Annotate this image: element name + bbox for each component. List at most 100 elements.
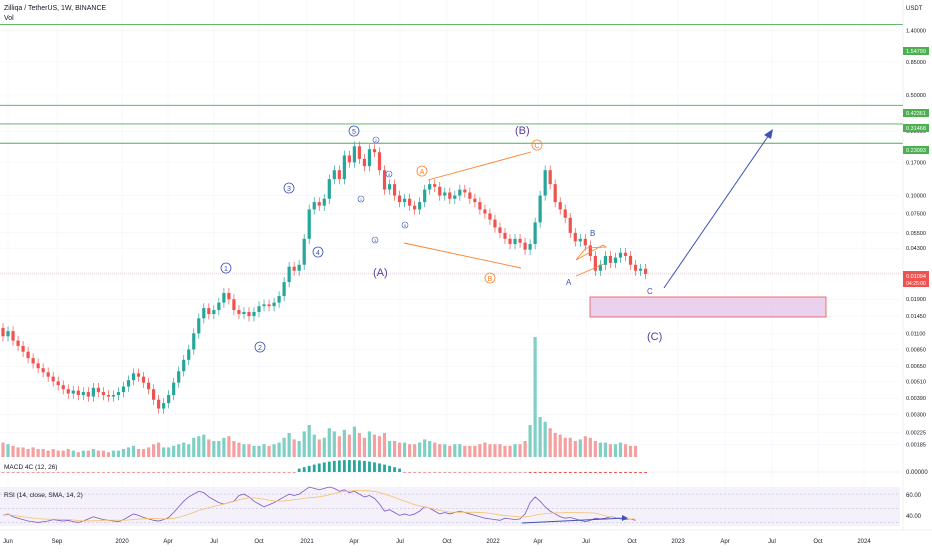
volume-bar: [1, 442, 5, 457]
macd-bar: [538, 472, 542, 473]
wave-label-A-big: (A): [373, 267, 388, 279]
candle-body: [126, 380, 131, 387]
time-tick-label: 2024: [857, 539, 871, 545]
volume-bar: [433, 442, 437, 457]
price-tick-label: 0.00390: [906, 396, 926, 402]
candle-body: [538, 195, 542, 223]
macd-bar: [438, 472, 442, 473]
candle-body: [6, 331, 10, 337]
macd-bar: [332, 460, 336, 472]
volume-bar: [463, 445, 467, 457]
volume-bar: [197, 436, 201, 457]
volume-bar: [56, 450, 60, 457]
macd-bar: [31, 472, 35, 473]
candle-body: [277, 296, 281, 303]
candle-body: [342, 155, 346, 180]
time-tick-label: Jul: [210, 539, 218, 545]
volume-bar: [111, 450, 116, 457]
volume-bar: [342, 429, 346, 457]
wave-circle-3: 3: [283, 182, 295, 194]
macd-bar: [127, 472, 130, 473]
volume-bar: [292, 439, 296, 457]
price-tick-label: 0.00650: [906, 364, 926, 370]
volume-bar: [553, 433, 557, 457]
macd-zero-tick: 0.00000: [906, 470, 928, 476]
candle-body: [16, 340, 20, 346]
candle-body: [212, 309, 216, 315]
macd-bar: [152, 472, 155, 473]
price-tick-label: 0.07500: [906, 211, 926, 217]
macd-bar: [36, 472, 40, 473]
volume-label: Vol: [4, 15, 14, 22]
macd-bar: [342, 460, 346, 472]
wave-circle-orange-A: A: [416, 165, 428, 177]
macd-bar: [312, 464, 316, 472]
currency-label: USDT: [906, 6, 923, 12]
volume-bar: [222, 437, 226, 457]
volume-bar: [372, 434, 377, 457]
macd-bar: [182, 472, 186, 473]
volume-bar: [267, 445, 271, 457]
volume-bar: [458, 444, 462, 457]
rsi-background: [0, 487, 900, 526]
time-tick-label: Apr: [720, 539, 729, 545]
macd-bar: [528, 472, 532, 473]
candle-body: [352, 146, 356, 163]
candle-body: [443, 192, 447, 196]
volume-bar: [41, 449, 45, 457]
macd-bar: [614, 472, 617, 473]
volume-bar: [277, 442, 281, 457]
macd-bar: [212, 472, 216, 473]
macd-bar: [177, 472, 181, 473]
macd-pane: [0, 460, 900, 473]
wave-label-C-big: (C): [647, 331, 662, 343]
wave-circle-1: 1: [220, 262, 232, 274]
time-tick-label: Jun: [3, 539, 13, 545]
macd-bar: [147, 472, 150, 473]
macd-bar: [363, 460, 366, 472]
level-tag-3: 0.31468: [903, 124, 929, 132]
volume-bar: [282, 437, 286, 457]
macd-bar: [337, 460, 341, 472]
candle-body: [312, 202, 316, 210]
volume-bar: [141, 449, 146, 457]
macd-bar: [347, 460, 351, 472]
macd-bar: [267, 472, 271, 473]
candle-body: [558, 202, 562, 210]
volume-bar: [508, 445, 512, 457]
macd-bar: [81, 472, 85, 473]
volume-bar: [403, 442, 407, 457]
candle-body: [91, 387, 95, 397]
time-tick-label: Jul: [582, 539, 590, 545]
candle-body: [41, 368, 45, 373]
macd-bar: [272, 472, 276, 473]
macd-bar: [122, 472, 125, 473]
candle-body: [131, 373, 136, 381]
volume-bar: [46, 450, 50, 457]
macd-bar: [453, 472, 457, 473]
volume-bar: [247, 444, 251, 457]
macd-bar: [518, 472, 522, 473]
wave-label-B-small: B: [590, 229, 595, 238]
candle-body: [523, 242, 527, 250]
candle-body: [598, 264, 602, 271]
volume-bar: [443, 444, 447, 457]
macd-bar: [448, 472, 452, 473]
rsi-tick-40: 40.00: [906, 514, 922, 520]
volume-bar: [192, 437, 196, 457]
volume-bar: [66, 449, 70, 457]
candle-body: [553, 184, 557, 203]
candle-body: [543, 170, 547, 196]
candle-body: [187, 349, 191, 360]
candle-body: [498, 227, 502, 233]
candle-body: [237, 309, 241, 315]
macd-bar: [162, 472, 166, 473]
rsi-tick-60: 60.00: [906, 493, 922, 499]
volume-bar: [242, 444, 246, 457]
rsi-divergence-line: [521, 517, 627, 524]
candle-body: [322, 198, 326, 206]
price-axis: 1.40000 0.85000 0.50000 0.28000 0.17000 0.100…: [902, 0, 926, 530]
macd-bar: [237, 472, 241, 473]
